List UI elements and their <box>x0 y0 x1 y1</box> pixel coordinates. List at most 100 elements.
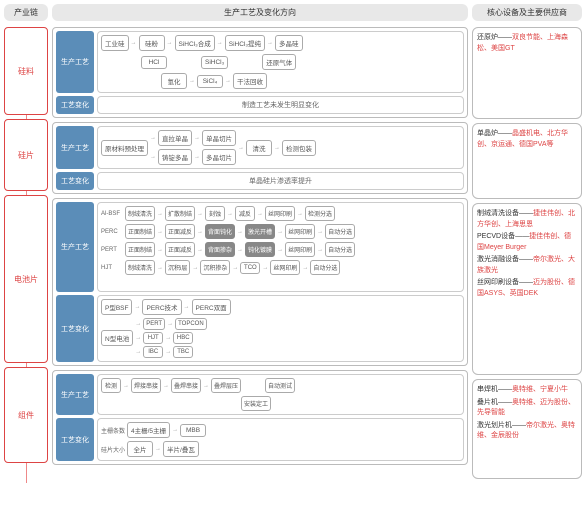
tag-process: 生产工艺 <box>56 31 94 93</box>
node: SiHCl₃提纯 <box>225 35 265 51</box>
node: 叠焊串接 <box>171 378 201 393</box>
node: 多晶切片 <box>202 149 236 165</box>
node: 自动分选 <box>325 224 355 239</box>
node: 丝网印刷 <box>285 242 315 257</box>
cell-row-label: HJT <box>101 265 123 271</box>
node: 自动分选 <box>310 260 340 275</box>
chain-list: 硅料 硅片 电池片 组件 <box>4 27 48 483</box>
section-cell: 生产工艺 Al-BSF制绒清洗→扩散制结→刻蚀→减反→丝网印刷→检测分选PERC… <box>52 198 468 366</box>
node: TOPCON <box>175 318 207 330</box>
chain-header: 产业链 <box>4 4 48 21</box>
node: 丝网印刷 <box>285 224 315 239</box>
chain-module: 组件 <box>4 367 48 463</box>
node: HJT <box>143 332 163 344</box>
chain-column: 产业链 硅料 硅片 电池片 组件 <box>4 4 48 483</box>
equipment-box: 串焊机——奥特维、宁夏小牛叠片机——奥特维、迈为股份、先导智能激光划片机——帝尔… <box>472 379 582 479</box>
node: 刻蚀 <box>205 206 225 221</box>
wafer-flow: 原材料预处理 →直拉单晶 →单晶切片 →铸锭多晶 →多晶切片 → <box>97 126 464 169</box>
node: 自动分选 <box>325 242 355 257</box>
node: IBC <box>143 346 163 358</box>
node: SiHCl₃ <box>201 56 228 69</box>
chain-silicon-material: 硅料 <box>4 27 48 115</box>
main-container: 产业链 硅料 硅片 电池片 组件 生产工艺及变化方向 生产工艺 工业硅→ 硅粉→… <box>0 0 586 487</box>
node: 扩散制结 <box>165 206 195 221</box>
equipment-item: 制绒清洗设备——捷佳伟创、北方华创、上海思恩 <box>477 209 577 230</box>
node: P型BSF <box>101 299 132 315</box>
node: PERC双面 <box>192 299 231 315</box>
node: 硅粉 <box>139 35 165 51</box>
equipment-box: 还原炉——双良节能、上海森松、美国GT <box>472 27 582 119</box>
chain-wafer: 硅片 <box>4 119 48 191</box>
node: 4主栅/5主栅 <box>127 422 170 438</box>
node: SiHCl₃合成 <box>175 35 215 51</box>
tag-change: 工艺变化 <box>56 418 94 461</box>
node: 丝网印刷 <box>270 260 300 275</box>
equipment-column: 核心设备及主要供应商 还原炉——双良节能、上海森松、美国GT 单晶炉——晶盛机电、… <box>472 4 582 483</box>
equipment-item: PECVD设备——捷佳伟创、德国Meyer Burger <box>477 232 577 253</box>
node: 丝网印刷 <box>265 206 295 221</box>
tag-change: 工艺变化 <box>56 295 94 362</box>
cell-row-label: PERC <box>101 229 123 235</box>
node: 干法回收 <box>233 73 267 89</box>
process-column: 生产工艺及变化方向 生产工艺 工业硅→ 硅粉→ SiHCl₃合成→ SiHCl₃… <box>52 4 468 483</box>
node: 半片/叠瓦 <box>163 441 199 457</box>
node: 直拉单晶 <box>158 130 192 146</box>
equipment-box: 单晶炉——晶盛机电、北方华创、京运通、德国PVA等 <box>472 123 582 199</box>
node: 减反 <box>235 206 255 221</box>
node: 还原气体 <box>262 54 296 70</box>
node: HBC <box>173 332 193 344</box>
silicon-flow: 工业硅→ 硅粉→ SiHCl₃合成→ SiHCl₃提纯→ 多晶硅 HCl SiH… <box>97 31 464 93</box>
equipment-item: 还原炉——双良节能、上海森松、美国GT <box>477 33 577 54</box>
tag-process: 生产工艺 <box>56 202 94 292</box>
node: 沉积i层 <box>165 260 190 275</box>
label: 主栅条数 <box>101 426 125 435</box>
section-silicon-material: 生产工艺 工业硅→ 硅粉→ SiHCl₃合成→ SiHCl₃提纯→ 多晶硅 HC… <box>52 27 468 118</box>
node: 制绒清洗 <box>125 260 155 275</box>
node: 检测 <box>101 378 121 393</box>
node: 焊接串接 <box>131 378 161 393</box>
equipment-item: 串焊机——奥特维、宁夏小牛 <box>477 385 577 396</box>
node: 自动测试 <box>265 378 295 393</box>
node: MBB <box>180 424 206 437</box>
node: 检测包装 <box>282 140 316 156</box>
node: 背面钝化 <box>205 224 235 239</box>
module-flow: 检测→ 焊接串接→ 叠焊串接→ 叠焊层压 自动测试 安装定工 <box>97 374 464 415</box>
tag-process: 生产工艺 <box>56 374 94 415</box>
equipment-box: 制绒清洗设备——捷佳伟创、北方华创、上海思恩PECVD设备——捷佳伟创、德国Me… <box>472 203 582 375</box>
node: HCl <box>141 56 167 69</box>
node: TBC <box>173 346 193 358</box>
cell-row-label: Al-BSF <box>101 211 123 217</box>
tag-change: 工艺变化 <box>56 96 94 114</box>
process-header: 生产工艺及变化方向 <box>52 4 468 21</box>
node: 全片 <box>127 441 153 457</box>
node: 沉积掺杂 <box>200 260 230 275</box>
node: 叠焊层压 <box>211 378 241 393</box>
node: 正面减反 <box>165 224 195 239</box>
node: PERT <box>143 318 165 330</box>
cell-row-label: PERT <box>101 247 123 253</box>
equip-header: 核心设备及主要供应商 <box>472 4 582 21</box>
node: N型电池 <box>101 330 133 346</box>
equipment-item: 叠片机——奥特维、迈为股份、先导智能 <box>477 398 577 419</box>
node: 背面掺杂 <box>205 242 235 257</box>
node: 工业硅 <box>101 35 129 51</box>
label: 硅片大小 <box>101 445 125 454</box>
node: 清洗 <box>246 140 272 156</box>
section-wafer: 生产工艺 原材料预处理 →直拉单晶 →单晶切片 →铸锭多晶 →多晶切片 <box>52 122 468 194</box>
node: 正面制结 <box>125 242 155 257</box>
node: SiCl₄ <box>197 75 223 88</box>
node: 钝化镀膜 <box>245 242 275 257</box>
equipment-item: 激光消融设备——帝尔激光、大族激光 <box>477 255 577 276</box>
cell-tree: P型BSF → PERC技术 → PERC双面 N型电池 →PERT→TOPCO… <box>97 295 464 362</box>
node: 多晶硅 <box>275 35 303 51</box>
tag-change: 工艺变化 <box>56 172 94 190</box>
node: 安装定工 <box>241 396 271 411</box>
equipment-list: 还原炉——双良节能、上海森松、美国GT 单晶炉——晶盛机电、北方华创、京运通、德国… <box>472 27 582 483</box>
node: 制绒清洗 <box>125 206 155 221</box>
section-module: 生产工艺 检测→ 焊接串接→ 叠焊串接→ 叠焊层压 自动测试 安装定工 <box>52 370 468 465</box>
node: 激光开槽 <box>245 224 275 239</box>
node: 原材料预处理 <box>101 140 148 156</box>
equipment-item: 单晶炉——晶盛机电、北方华创、京运通、德国PVA等 <box>477 129 577 150</box>
wafer-change: 单晶硅片渗透率提升 <box>97 172 464 190</box>
node: TCO <box>240 262 260 274</box>
